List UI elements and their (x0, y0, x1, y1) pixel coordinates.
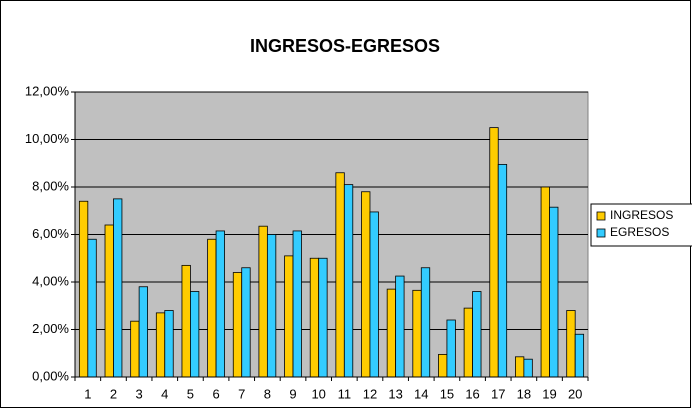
bar (540, 186, 550, 378)
bar (241, 267, 251, 378)
x-tick-label: 16 (465, 386, 479, 401)
x-tick-label: 1 (84, 386, 91, 401)
bar (138, 286, 148, 378)
bar (549, 206, 559, 378)
bar (181, 264, 191, 378)
bar (104, 224, 114, 378)
bar (515, 356, 525, 378)
bar (266, 234, 277, 378)
bar (335, 172, 345, 378)
x-tick-label: 19 (542, 386, 556, 401)
bar (284, 255, 294, 378)
bar (207, 238, 217, 378)
x-tick-label: 17 (491, 386, 505, 401)
bar (574, 333, 585, 378)
bar (258, 225, 268, 378)
bar (343, 184, 354, 378)
bar (395, 275, 405, 378)
bar (463, 307, 473, 378)
bar (164, 310, 174, 378)
y-tick-label: 12,00% (25, 83, 70, 98)
x-tick-label: 15 (440, 386, 454, 401)
bar (386, 288, 397, 378)
bar (438, 354, 448, 378)
bar (472, 291, 482, 378)
bar (318, 257, 328, 378)
bar (420, 267, 431, 378)
x-tick-label: 6 (212, 386, 219, 401)
bar (87, 238, 97, 378)
x-tick-label: 20 (568, 386, 582, 401)
x-tick-label: 12 (363, 386, 377, 401)
x-tick-label: 4 (161, 386, 168, 401)
x-tick-label: 9 (289, 386, 296, 401)
y-tick-label: 10,00% (25, 131, 70, 146)
x-tick-label: 14 (414, 386, 428, 401)
bar (113, 198, 123, 378)
x-tick-label: 3 (136, 386, 143, 401)
bar (412, 289, 422, 378)
x-tick-label: 10 (311, 386, 325, 401)
x-tick-label: 5 (187, 386, 194, 401)
bar (78, 200, 89, 378)
bar (523, 358, 533, 378)
x-tick-label: 7 (238, 386, 245, 401)
bar (155, 312, 166, 378)
legend-swatch (596, 211, 606, 221)
bar (130, 320, 140, 378)
bar (361, 191, 371, 378)
legend-swatch (596, 228, 606, 238)
legend-box (590, 203, 692, 247)
bar (446, 319, 456, 378)
y-tick-label: 4,00% (32, 273, 69, 288)
chart-title: INGRESOS-EGRESOS (250, 36, 440, 56)
bar (566, 310, 576, 378)
bar (489, 127, 499, 378)
legend-label: EGRESOS (610, 225, 669, 239)
bar (309, 257, 320, 378)
bar (292, 230, 302, 378)
bar (232, 272, 243, 378)
x-tick-label: 13 (388, 386, 402, 401)
x-tick-label: 11 (338, 386, 352, 401)
y-tick-label: 0,00% (32, 368, 69, 383)
x-tick-label: 8 (264, 386, 271, 401)
legend-label: INGRESOS (610, 208, 673, 222)
x-tick-label: 2 (110, 386, 117, 401)
x-tick-label: 18 (517, 386, 531, 401)
bar (215, 230, 225, 378)
y-tick-label: 2,00% (32, 321, 69, 336)
bar (190, 291, 200, 378)
bar (369, 211, 379, 378)
y-tick-label: 8,00% (32, 178, 69, 193)
bar (497, 164, 508, 378)
y-tick-label: 6,00% (32, 226, 69, 241)
